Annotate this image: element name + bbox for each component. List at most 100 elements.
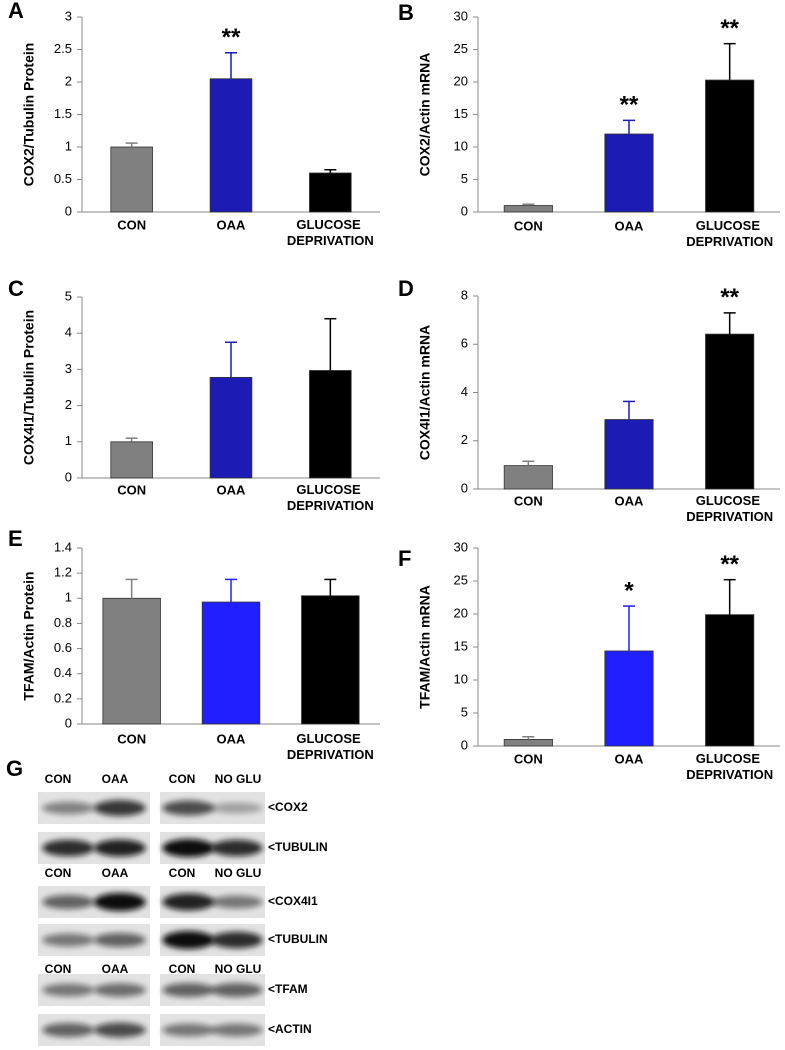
bar — [503, 465, 553, 490]
error-bar — [623, 119, 635, 134]
panel-label: D — [398, 276, 414, 301]
y-tick-label: 2 — [461, 432, 468, 447]
lane-label: CON — [169, 772, 196, 786]
y-tick-label: 8 — [461, 287, 468, 302]
x-tick-label: GLUCOSE DEPRIVATION — [686, 493, 773, 524]
x-tick-label: CON — [514, 218, 543, 233]
error-bar — [324, 317, 337, 371]
y-axis-label: TFAM/Actin mRNA — [417, 585, 433, 709]
y-tick-label: 1 — [65, 138, 72, 153]
lane-label: CON — [45, 866, 72, 880]
y-tick-label: 5 — [461, 171, 468, 186]
blot-band — [42, 983, 95, 997]
y-tick-label: 6 — [461, 336, 468, 351]
bar — [201, 601, 261, 725]
error-bar — [522, 736, 535, 740]
y-tick-label: 15 — [454, 106, 468, 121]
panel-label: G — [6, 756, 23, 781]
error-bar — [723, 578, 736, 615]
panel-label: A — [8, 0, 24, 23]
band-label: <ACTIN — [268, 1022, 312, 1036]
lane-label: OAA — [102, 962, 129, 976]
y-axis-label: COX4I1/Actin mRNA — [417, 325, 433, 460]
blot-band — [93, 1022, 146, 1038]
y-tick-label: 0 — [461, 480, 468, 495]
x-tick-label: OAA — [217, 217, 247, 232]
y-axis-label: COX4I1/Tubulin Protein — [21, 310, 37, 465]
y-tick-label: 4 — [461, 384, 468, 399]
y-tick-label: 25 — [454, 41, 468, 56]
blot-band — [162, 893, 215, 911]
error-bar — [225, 341, 237, 378]
bar — [309, 370, 352, 479]
error-bar — [125, 578, 138, 599]
significance-label: ** — [720, 551, 739, 578]
y-tick-label: 3 — [65, 8, 72, 23]
y-tick-label: 0.8 — [54, 615, 72, 630]
y-axis-label: COX2/Actin mRNA — [417, 53, 433, 177]
x-tick-label: GLUCOSE DEPRIVATION — [686, 751, 773, 782]
blot-band — [162, 983, 215, 997]
y-tick-label: 2 — [65, 397, 72, 412]
x-tick-label: OAA — [615, 218, 645, 233]
panel-label: F — [398, 546, 411, 571]
y-tick-label: 20 — [454, 605, 468, 620]
lane-label: CON — [45, 962, 72, 976]
error-bar — [522, 460, 535, 466]
error-bar — [225, 578, 237, 603]
blot-band — [210, 802, 263, 814]
y-tick-label: 10 — [454, 671, 468, 686]
y-tick-label: 10 — [454, 138, 468, 153]
blot-band — [162, 1023, 215, 1037]
lane-label: OAA — [102, 772, 129, 786]
blot-band — [42, 895, 95, 909]
y-tick-label: 0.5 — [54, 171, 72, 186]
bar — [209, 78, 253, 213]
y-tick-label: 5 — [65, 288, 72, 303]
blot-band — [93, 893, 146, 911]
y-tick-label: 0 — [65, 203, 72, 218]
y-tick-label: 1.4 — [54, 539, 72, 554]
x-tick-label: OAA — [615, 493, 645, 508]
y-tick-label: 2.5 — [54, 41, 72, 56]
blot-band — [42, 1023, 95, 1037]
y-tick-label: 0.6 — [54, 640, 72, 655]
bar — [309, 172, 352, 213]
error-bar — [324, 578, 337, 596]
x-tick-label: CON — [117, 731, 146, 746]
blot-band — [93, 933, 146, 947]
y-tick-label: 0.4 — [54, 665, 72, 680]
blot-band — [210, 1023, 263, 1037]
x-tick-label: GLUCOSE DEPRIVATION — [287, 482, 374, 513]
y-tick-label: 0.2 — [54, 690, 72, 705]
error-bar — [723, 312, 736, 335]
error-bar — [623, 605, 635, 651]
blot-band — [210, 895, 263, 909]
blot-band — [162, 800, 215, 816]
band-label: <TUBULIN — [268, 840, 328, 854]
blot-band — [93, 800, 146, 816]
significance-label: ** — [222, 24, 241, 51]
lane-label: NO GLU — [215, 866, 262, 880]
y-tick-label: 20 — [454, 73, 468, 88]
blot-band — [162, 839, 215, 857]
bar — [604, 133, 654, 213]
blot-band — [93, 983, 146, 997]
bar — [705, 79, 755, 213]
blot-band — [93, 839, 146, 857]
blot-band — [210, 983, 263, 997]
y-axis-label: COX2/Tubulin Protein — [21, 43, 37, 187]
lane-label: NO GLU — [215, 772, 262, 786]
blot-band — [210, 839, 263, 857]
blot-band — [42, 933, 95, 947]
band-label: <TFAM — [268, 982, 308, 996]
y-tick-label: 1.5 — [54, 106, 72, 121]
bar — [301, 595, 360, 725]
error-bar — [225, 52, 237, 79]
x-tick-label: CON — [514, 751, 543, 766]
x-tick-label: CON — [514, 493, 543, 508]
blot-band — [210, 931, 263, 949]
x-tick-label: OAA — [217, 482, 247, 497]
lane-label: NO GLU — [215, 962, 262, 976]
